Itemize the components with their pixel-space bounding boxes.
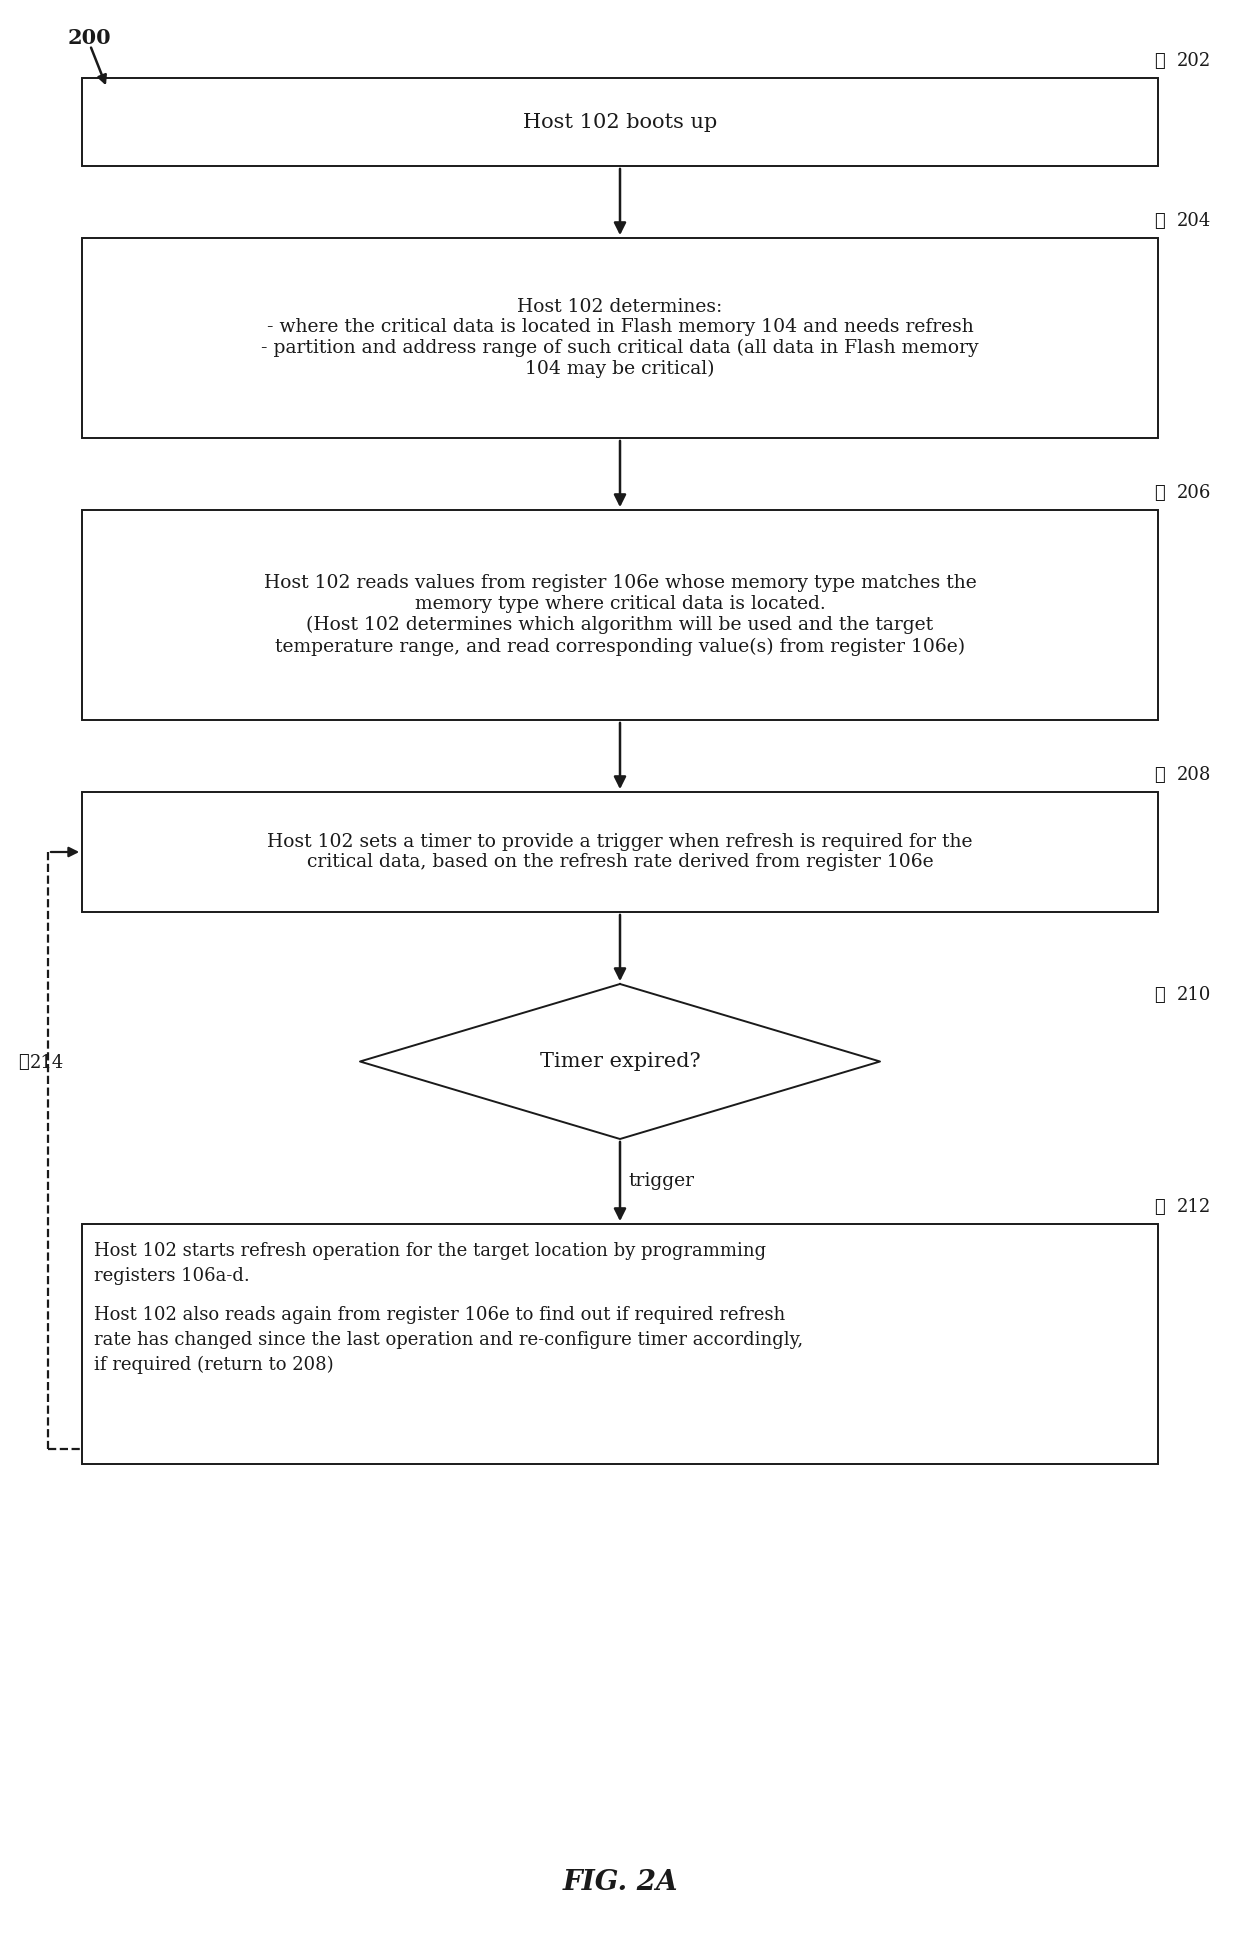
Text: ⌒: ⌒ (1154, 985, 1164, 1005)
Text: ⌒: ⌒ (1154, 212, 1164, 229)
Text: Host 102 sets a timer to provide a trigger when refresh is required for the
crit: Host 102 sets a timer to provide a trigg… (268, 833, 972, 872)
Text: 206: 206 (1177, 484, 1211, 502)
Text: Host 102 reads values from register 106e whose memory type matches the
memory ty: Host 102 reads values from register 106e… (264, 574, 976, 656)
Text: Host 102 starts refresh operation for the target location by programming: Host 102 starts refresh operation for th… (94, 1242, 766, 1260)
Text: ⌒: ⌒ (1154, 766, 1164, 784)
Text: Timer expired?: Timer expired? (539, 1052, 701, 1072)
Text: Host 102 also reads again from register 106e to find out if required refresh: Host 102 also reads again from register … (94, 1307, 785, 1324)
Text: rate has changed since the last operation and re-configure timer accordingly,: rate has changed since the last operatio… (94, 1330, 804, 1350)
Text: 212: 212 (1177, 1199, 1211, 1217)
Text: if required (return to 208): if required (return to 208) (94, 1356, 334, 1375)
Bar (82, 78, 1158, 167)
Text: 214: 214 (30, 1054, 64, 1072)
Text: ⌒: ⌒ (1154, 53, 1164, 71)
Text: 202: 202 (1177, 53, 1211, 71)
Text: ⌒: ⌒ (19, 1054, 29, 1072)
Text: 208: 208 (1177, 766, 1211, 784)
Text: 210: 210 (1177, 985, 1211, 1005)
Text: Host 102 boots up: Host 102 boots up (523, 112, 717, 131)
Text: trigger: trigger (627, 1173, 694, 1191)
Bar (82, 509, 1158, 721)
Bar (82, 791, 1158, 913)
Text: ⌒: ⌒ (1154, 1199, 1164, 1217)
Bar (82, 1224, 1158, 1463)
Text: registers 106a-d.: registers 106a-d. (94, 1267, 249, 1285)
Bar (82, 237, 1158, 439)
Text: FIG. 2A: FIG. 2A (562, 1869, 678, 1896)
Text: ⌒: ⌒ (1154, 484, 1164, 502)
Text: 200: 200 (68, 27, 112, 49)
Text: 204: 204 (1177, 212, 1211, 229)
Text: Host 102 determines:
- where the critical data is located in Flash memory 104 an: Host 102 determines: - where the critica… (262, 298, 978, 378)
